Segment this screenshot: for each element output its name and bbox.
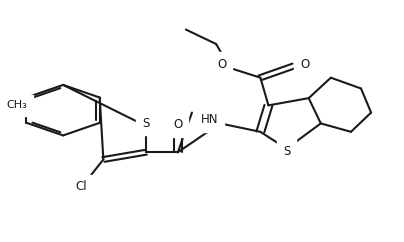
Text: O: O: [173, 118, 183, 131]
Text: O: O: [300, 58, 309, 71]
Text: S: S: [283, 144, 290, 158]
Text: CH₃: CH₃: [7, 100, 27, 110]
Text: HN: HN: [201, 113, 219, 126]
Text: S: S: [142, 117, 149, 130]
Text: O: O: [217, 58, 227, 71]
Text: Cl: Cl: [76, 180, 87, 193]
